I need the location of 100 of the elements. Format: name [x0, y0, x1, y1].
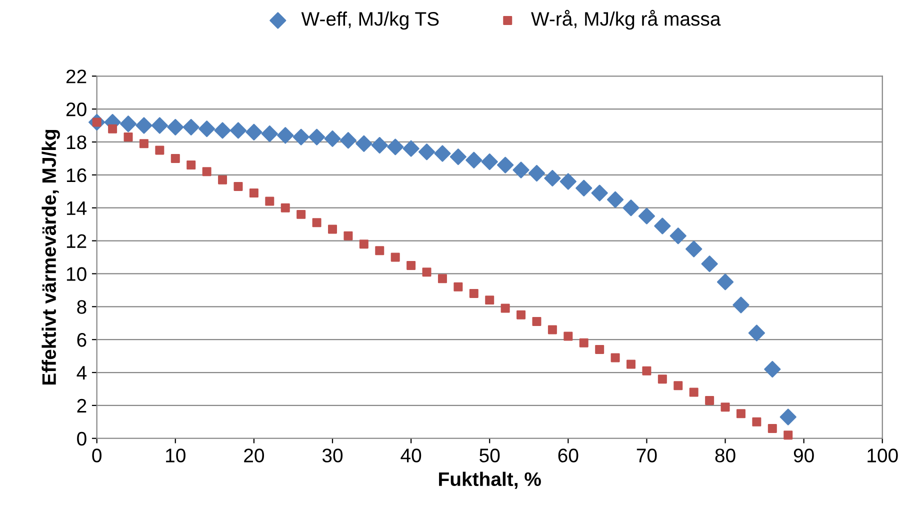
x-tick-label: 10: [166, 448, 186, 462]
y-tick-label: 14: [66, 202, 87, 215]
point: [764, 360, 781, 378]
point: [768, 424, 777, 433]
point: [544, 170, 561, 187]
point: [155, 146, 164, 155]
point: [375, 246, 384, 256]
point: [670, 228, 686, 244]
point: [136, 117, 152, 134]
point: [658, 374, 667, 384]
point: [280, 203, 290, 212]
y-tick-label: 18: [66, 135, 86, 150]
point: [418, 144, 436, 160]
point: [485, 296, 494, 305]
y-tick-label: 6: [77, 333, 86, 347]
point: [292, 128, 310, 146]
point: [218, 175, 228, 184]
point: [356, 135, 372, 152]
point: [701, 256, 718, 272]
point: [344, 231, 353, 240]
point: [108, 124, 118, 134]
point: [576, 180, 592, 196]
legend-label: W-rå, MJ/kg rå massa: [531, 10, 721, 30]
point: [638, 208, 656, 224]
point: [186, 160, 196, 170]
point: [249, 188, 258, 198]
point: [736, 409, 746, 418]
x-tick-label: 100: [868, 448, 898, 462]
point: [548, 325, 557, 334]
point: [324, 130, 341, 147]
point: [579, 338, 588, 348]
point: [610, 353, 620, 362]
point: [454, 282, 463, 292]
point: [246, 124, 262, 140]
point: [234, 182, 243, 191]
y-tick-label: 20: [66, 102, 86, 116]
point: [312, 218, 322, 228]
x-axis-title: Fukthalt, %: [439, 472, 541, 489]
point: [261, 125, 278, 142]
point: [469, 288, 478, 298]
point: [265, 196, 274, 206]
point: [705, 396, 714, 405]
point: [716, 274, 734, 290]
y-tick-label: 8: [77, 300, 86, 314]
point: [500, 304, 510, 313]
point: [748, 324, 765, 342]
point: [642, 366, 652, 376]
x-tick-label: 40: [400, 448, 422, 462]
legend-label: W-eff, MJ/kg TS: [301, 12, 439, 30]
point: [784, 430, 793, 440]
point: [328, 224, 337, 234]
point: [532, 316, 542, 326]
point: [387, 138, 404, 156]
point: [120, 116, 137, 132]
point: [406, 260, 416, 270]
point: [170, 154, 180, 163]
point: [674, 381, 683, 390]
point: [390, 252, 400, 262]
point: [528, 164, 546, 182]
point: [466, 152, 482, 168]
point: [732, 296, 750, 314]
point: [481, 153, 498, 170]
point: [606, 191, 624, 208]
x-tick-label: 80: [715, 448, 736, 462]
point: [402, 140, 420, 157]
y-tick-label: 4: [76, 366, 87, 380]
point: [230, 122, 247, 139]
point: [654, 218, 671, 234]
point: [497, 156, 514, 174]
point: [595, 344, 604, 354]
point: [512, 162, 530, 178]
point: [591, 184, 608, 202]
point: [720, 402, 730, 412]
point: [438, 274, 447, 284]
x-tick-label: 20: [244, 448, 264, 462]
y-tick-label: 10: [66, 267, 86, 281]
point: [434, 145, 451, 162]
y-tick-label: 16: [66, 168, 86, 182]
point: [626, 360, 636, 369]
x-tick-label: 70: [636, 448, 657, 462]
point: [296, 210, 306, 219]
x-tick-label: 50: [480, 448, 500, 462]
y-tick-label: 0: [77, 432, 86, 446]
point: [622, 200, 640, 216]
y-axis-title: Effektivt värmevärde, MJ/kg: [42, 130, 60, 385]
point: [151, 117, 168, 134]
point: [167, 118, 184, 136]
point: [182, 118, 200, 136]
y-tick-label: 12: [66, 234, 86, 248]
point: [139, 139, 148, 148]
point: [686, 240, 702, 258]
point: [516, 310, 526, 320]
x-tick-label: 0: [92, 448, 102, 462]
y-tick-label: 22: [66, 70, 86, 84]
point: [198, 120, 216, 138]
y-tick-label: 2: [77, 398, 86, 412]
x-tick-label: 90: [794, 448, 814, 462]
point: [308, 128, 326, 146]
point: [124, 132, 133, 142]
x-tick-label: 60: [558, 448, 578, 462]
